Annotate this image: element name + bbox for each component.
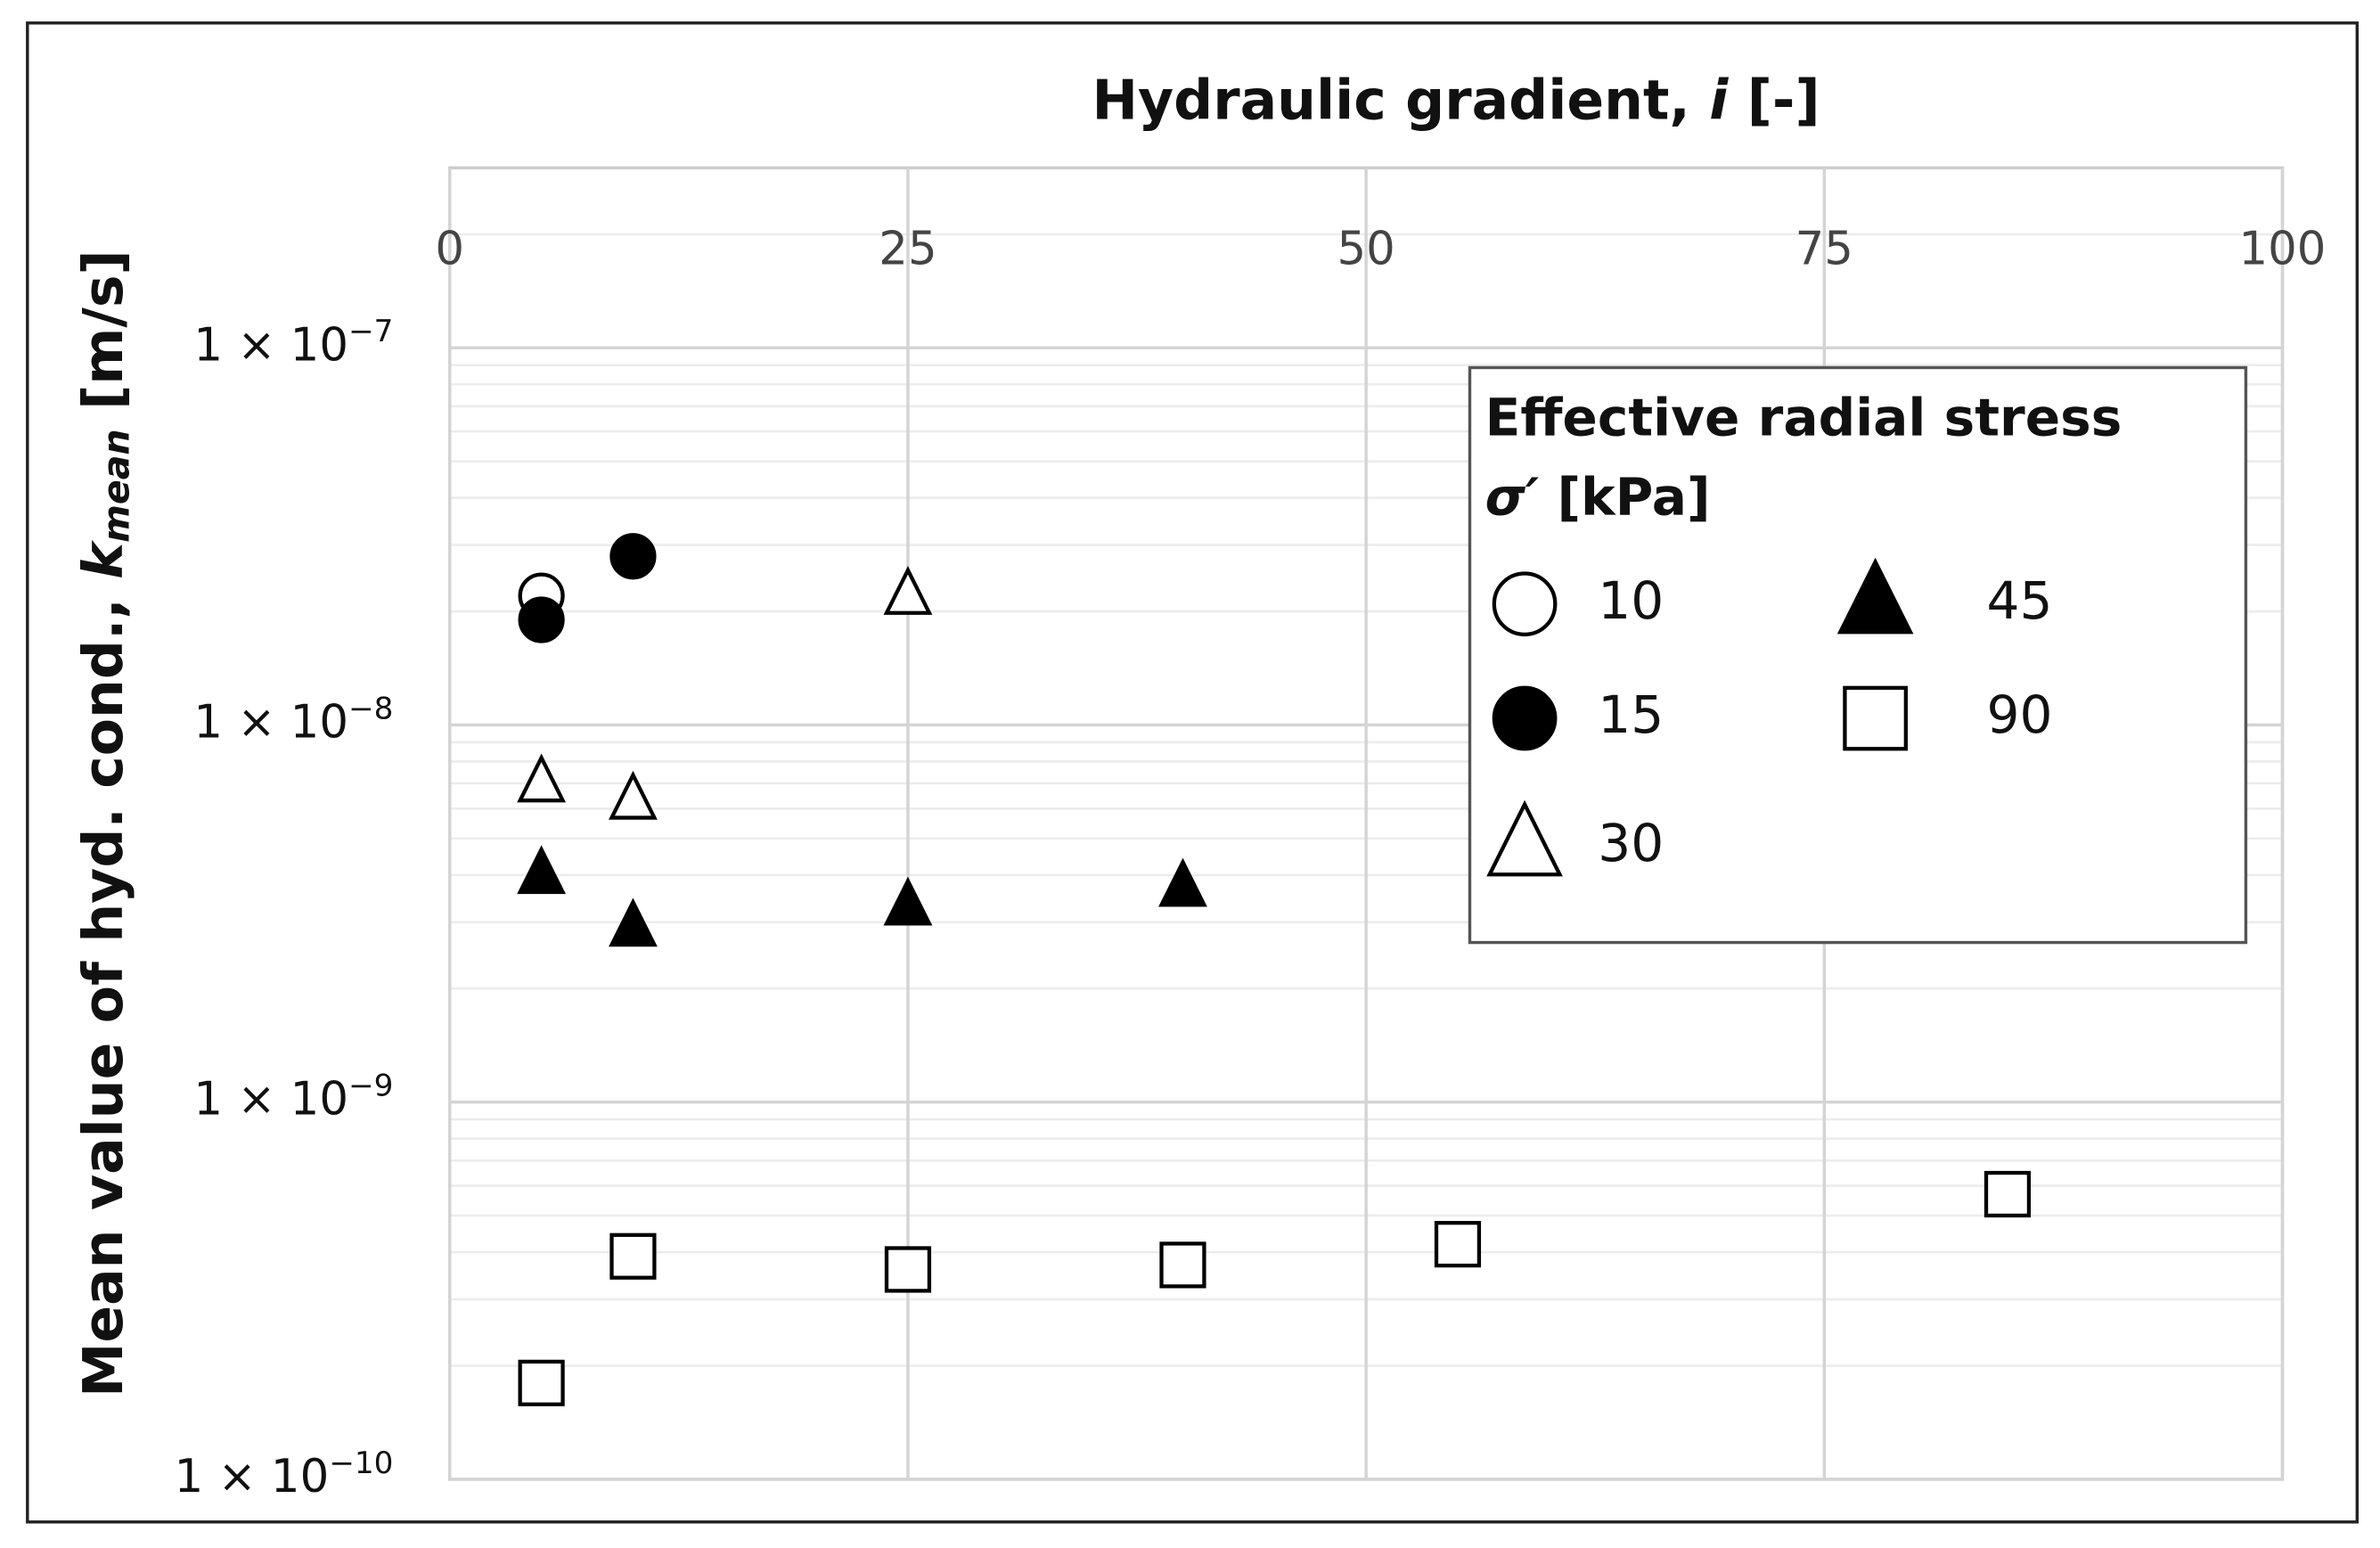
- x-tick-label: 75: [1795, 222, 1853, 275]
- legend-subtitle: σ′ [kPa]: [1485, 466, 1711, 527]
- y-tick-label: 1 × 10−10: [175, 1445, 394, 1503]
- legend-label: 10: [1598, 570, 1664, 631]
- marker-circle: [1492, 685, 1558, 751]
- y-tick-mantissa: 1 × 10: [193, 1073, 348, 1126]
- x-label-symbol: i: [1709, 69, 1729, 133]
- y-label-text: Mean value of hyd. cond.,: [71, 579, 135, 1397]
- legend-label: 45: [1987, 570, 2053, 631]
- marker-triangle: [517, 753, 567, 803]
- legend-label: 30: [1598, 813, 1664, 873]
- x-tick-label: 50: [1337, 222, 1394, 275]
- y-axis-label: Mean value of hyd. cond., kmean [m/s]: [71, 250, 138, 1397]
- legend-unit: [kPa]: [1539, 466, 1710, 527]
- y-tick-mantissa: 1 × 10: [175, 1450, 330, 1503]
- marker-triangle: [883, 566, 933, 615]
- y-tick-exponent: −8: [348, 691, 393, 726]
- y-tick-exponent: −10: [329, 1445, 393, 1480]
- x-tick-label: 25: [879, 222, 936, 275]
- marker-triangle: [883, 876, 933, 926]
- marker-square: [1159, 1241, 1206, 1289]
- marker-circle: [1492, 571, 1558, 637]
- marker-square: [1434, 1221, 1482, 1268]
- legend-label: 90: [1987, 684, 2053, 745]
- x-label-unit: [-]: [1728, 69, 1820, 133]
- y-tick-label: 1 × 10−7: [193, 314, 393, 373]
- y-tick-exponent: −7: [348, 314, 393, 349]
- marker-triangle: [517, 845, 567, 895]
- legend-title: Effective radial stress: [1485, 387, 2122, 447]
- marker-triangle: [1836, 557, 1914, 635]
- y-tick-label: 1 × 10−8: [193, 691, 393, 749]
- y-label-subscript: mean: [94, 429, 137, 543]
- marker-triangle: [1486, 799, 1563, 877]
- y-tick-mantissa: 1 × 10: [193, 695, 348, 749]
- legend-label: 15: [1598, 684, 1664, 745]
- marker-circle: [609, 533, 657, 580]
- marker-square: [1843, 685, 1908, 751]
- x-tick-label: 0: [435, 222, 464, 275]
- y-label-symbol: k: [71, 539, 135, 579]
- marker-triangle: [1158, 857, 1207, 907]
- marker-square: [1983, 1170, 2032, 1218]
- marker-square: [518, 1359, 565, 1406]
- x-label-text: Hydraulic gradient,: [1092, 69, 1710, 133]
- legend-box: [1468, 365, 2248, 945]
- marker-triangle: [609, 897, 658, 947]
- marker-triangle: [609, 770, 658, 820]
- y-tick-label: 1 × 10−9: [193, 1068, 393, 1126]
- legend: Effective radial stress σ′ [kPa] 10 15 30 4…: [1468, 365, 2248, 945]
- marker-circle: [518, 596, 565, 643]
- y-tick-mantissa: 1 × 10: [193, 318, 348, 372]
- x-axis-label: Hydraulic gradient, i [-]: [1092, 69, 1820, 133]
- y-tick-exponent: −9: [348, 1068, 393, 1103]
- marker-square: [609, 1233, 657, 1280]
- x-tick-label: 100: [2238, 222, 2326, 275]
- y-label-unit: [m/s]: [71, 250, 135, 429]
- marks: [517, 533, 2032, 1406]
- marker-square: [884, 1246, 932, 1293]
- legend-symbol: σ′: [1485, 466, 1540, 527]
